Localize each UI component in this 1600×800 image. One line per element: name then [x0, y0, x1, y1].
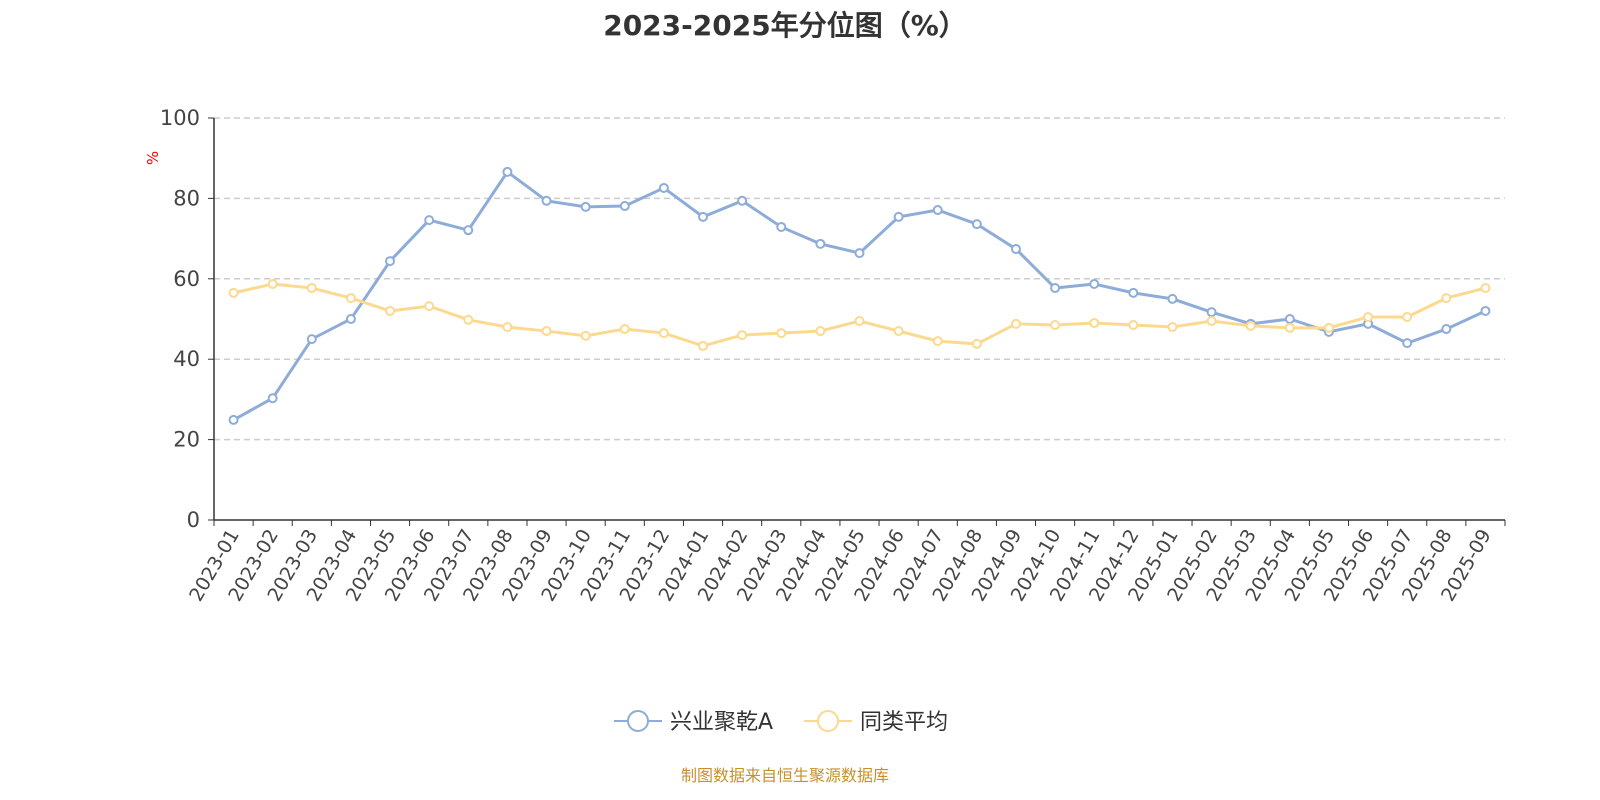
- y-tick-label: 100: [160, 106, 200, 130]
- data-point: [1167, 322, 1178, 333]
- y-axis-label: %: [144, 151, 162, 165]
- data-point: [424, 215, 435, 226]
- legend-marker: [817, 710, 839, 732]
- data-point: [580, 201, 591, 212]
- data-point: [893, 326, 904, 337]
- data-point: [502, 166, 513, 177]
- chart-title: 2023-2025年分位图（%）: [603, 9, 967, 42]
- data-point: [345, 314, 356, 324]
- data-point: [893, 211, 904, 222]
- data-point: [580, 330, 591, 341]
- data-point: [1441, 293, 1452, 304]
- data-point: [1206, 316, 1217, 327]
- data-point: [619, 201, 630, 212]
- data-point: [932, 336, 943, 347]
- data-point: [306, 334, 317, 345]
- data-point: [424, 301, 435, 312]
- legend-label: 同类平均: [860, 710, 948, 735]
- data-point: [698, 340, 709, 351]
- data-point: [658, 328, 669, 339]
- data-point: [658, 182, 669, 193]
- data-point: [1128, 287, 1139, 298]
- data-point: [1128, 320, 1139, 331]
- data-point: [267, 279, 278, 290]
- data-point: [463, 225, 474, 236]
- y-tick-label: 80: [173, 186, 200, 210]
- data-point: [1206, 307, 1217, 318]
- data-point: [1402, 311, 1413, 322]
- data-point: [1167, 293, 1178, 304]
- data-point: [619, 324, 630, 335]
- data-point: [1089, 279, 1100, 290]
- data-point: [815, 326, 826, 337]
- data-point: [737, 195, 748, 206]
- data-point: [1050, 320, 1061, 331]
- data-point: [932, 205, 943, 216]
- data-point: [971, 338, 982, 349]
- series-line-0: [232, 169, 1487, 422]
- data-point: [1089, 318, 1100, 329]
- data-point: [854, 248, 865, 259]
- data-point: [815, 238, 826, 249]
- data-point: [345, 293, 356, 304]
- data-point: [737, 330, 748, 341]
- data-point: [228, 414, 239, 425]
- data-point: [698, 211, 709, 222]
- data-point: [306, 283, 317, 294]
- data-point: [1284, 322, 1295, 333]
- data-point: [385, 305, 396, 316]
- legend-label: 兴业聚乾A: [670, 710, 773, 735]
- source-note: 制图数据来自恒生聚源数据库: [680, 766, 889, 785]
- data-point: [1441, 324, 1452, 335]
- legend-marker: [627, 710, 649, 732]
- data-point: [1480, 283, 1491, 294]
- data-point: [502, 322, 513, 333]
- data-point: [1050, 283, 1061, 294]
- data-point: [541, 195, 552, 206]
- data-point: [385, 256, 396, 267]
- y-tick-label: 60: [173, 267, 200, 291]
- data-point: [1010, 244, 1021, 255]
- data-point: [1245, 320, 1256, 331]
- y-tick-label: 0: [187, 508, 200, 532]
- data-point: [541, 326, 552, 337]
- data-point: [1402, 338, 1413, 349]
- data-point: [1284, 314, 1295, 324]
- data-point: [1480, 305, 1491, 316]
- data-point: [463, 314, 474, 325]
- series-line-1: [233, 282, 1486, 348]
- data-point: [1323, 322, 1334, 333]
- data-point: [854, 316, 865, 327]
- y-tick-label: 40: [173, 347, 200, 371]
- data-point: [776, 328, 787, 339]
- data-point: [1010, 318, 1021, 329]
- data-point: [267, 393, 278, 404]
- y-tick-label: 20: [173, 428, 200, 452]
- data-point: [971, 219, 982, 230]
- data-point: [228, 287, 239, 298]
- data-point: [776, 221, 787, 232]
- data-point: [1363, 311, 1374, 322]
